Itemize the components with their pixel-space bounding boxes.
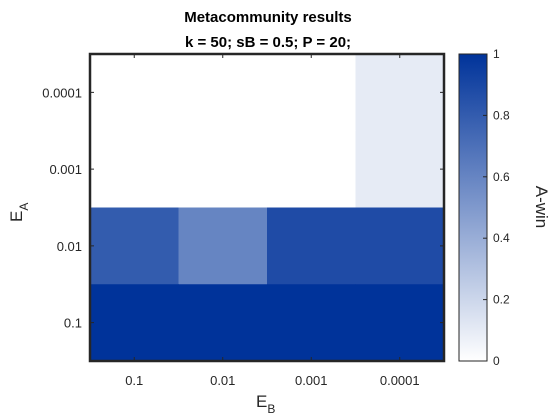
heatmap-cell xyxy=(178,207,268,285)
x-tick-label: 0.0001 xyxy=(380,373,420,388)
heatmap-cell xyxy=(355,284,445,362)
x-tick-label: 0.001 xyxy=(295,373,328,388)
colorbar-tick-label: 1 xyxy=(493,47,500,61)
chart-title: Metacommunity results xyxy=(184,9,352,26)
colorbar-tick-label: 0.8 xyxy=(493,108,510,122)
colorbar xyxy=(458,53,488,362)
y-tick-label: 0.01 xyxy=(57,239,82,254)
y-tick-label: 0.001 xyxy=(49,162,82,177)
heatmap-cell xyxy=(90,284,179,362)
heatmap-cell xyxy=(90,54,179,132)
colorbar-label: A-win xyxy=(532,186,551,229)
heatmap-cell xyxy=(178,130,268,208)
colorbar-tick-label: 0 xyxy=(493,354,500,368)
heatmap-cell xyxy=(90,130,179,208)
heatmap-cell xyxy=(178,54,268,132)
x-axis-label: EB xyxy=(256,392,275,416)
heatmap-cell xyxy=(267,54,356,132)
x-tick-label: 0.01 xyxy=(210,373,235,388)
colorbar-ticks: 0 0.2 0.4 0.6 0.8 1 xyxy=(483,47,510,368)
y-tick-label: 0.0001 xyxy=(42,85,82,100)
colorbar-tick-label: 0.2 xyxy=(493,293,510,307)
y-axis-label: EA xyxy=(7,203,31,222)
heatmap-cell xyxy=(355,54,445,132)
heatmap-cell xyxy=(267,207,356,285)
colorbar-tick-label: 0.4 xyxy=(493,231,510,245)
heatmap-cell xyxy=(267,284,356,362)
heatmap-cell xyxy=(267,130,356,208)
colorbar-tick-label: 0.6 xyxy=(493,170,510,184)
heatmap-cells xyxy=(90,54,445,362)
x-tick-label: 0.1 xyxy=(125,373,143,388)
heatmap-cell xyxy=(355,207,445,285)
heatmap-cell xyxy=(178,284,268,362)
chart-subtitle: k = 50; sB = 0.5; P = 20; xyxy=(185,34,351,51)
heatmap-cell xyxy=(90,207,179,285)
axis-ticks: 0.1 0.01 0.001 0.0001 0.0001 0.001 0.01 0.1 xyxy=(42,54,444,388)
heatmap-cell xyxy=(355,130,445,208)
plot-frame xyxy=(88,52,446,363)
y-tick-label: 0.1 xyxy=(64,316,82,331)
